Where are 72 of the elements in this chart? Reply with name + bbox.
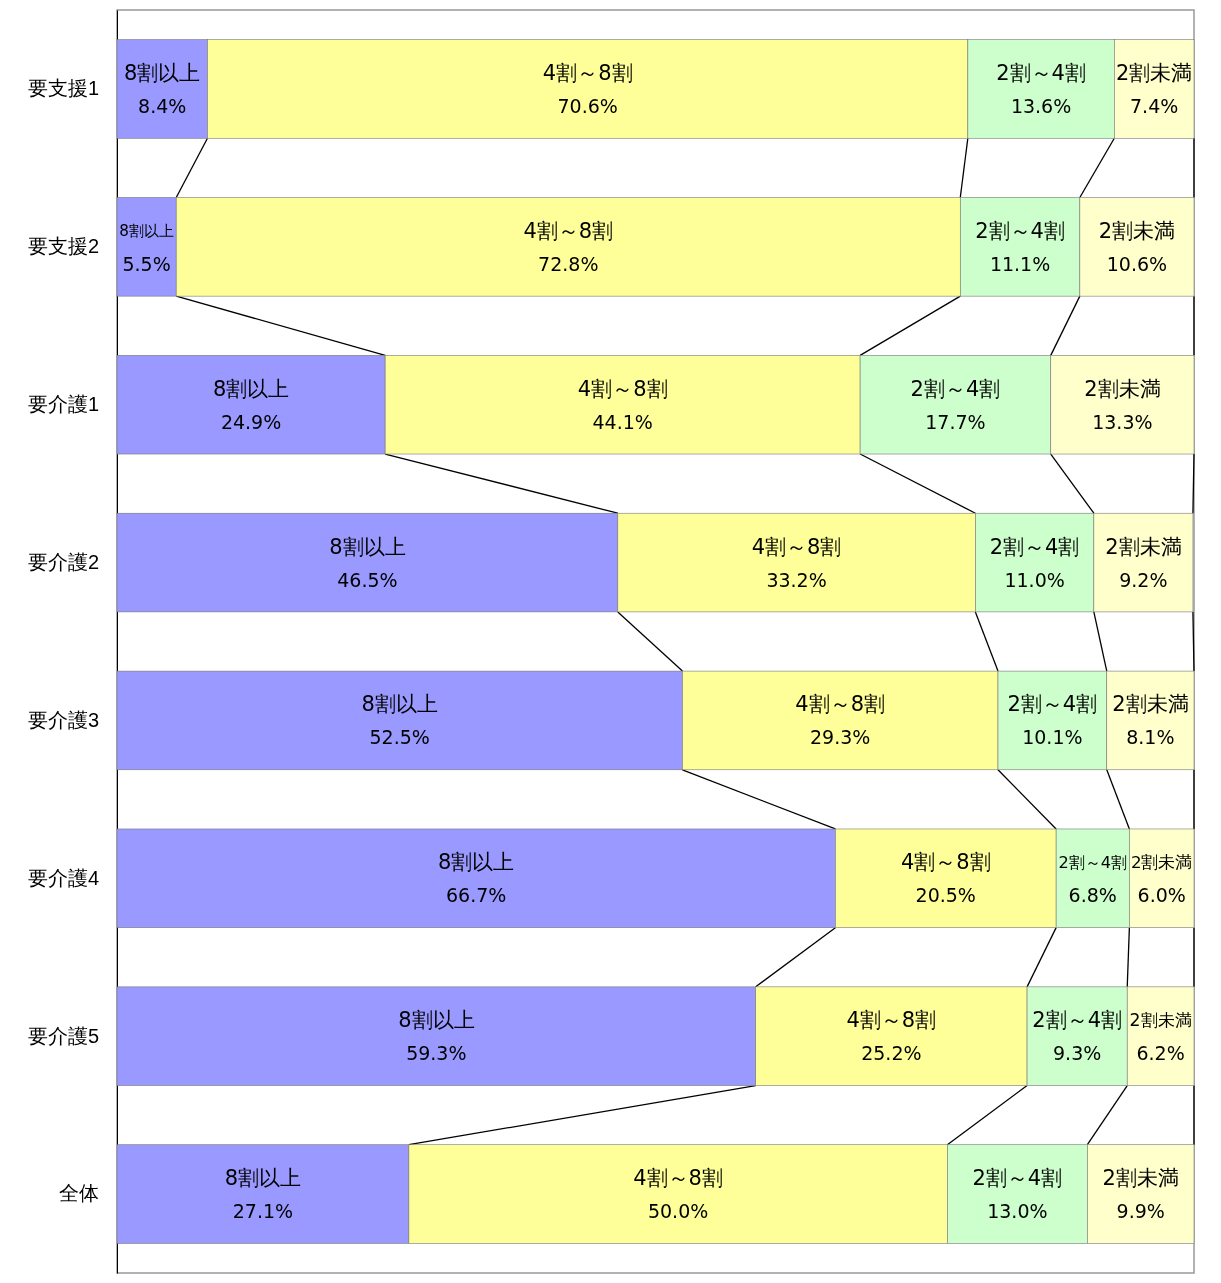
text: 8割以上 (329, 534, 406, 559)
data-label: 11.1% (989, 252, 1051, 275)
text: 4割～8割 (577, 376, 668, 401)
data-label: 8.4% (138, 94, 187, 117)
text: 8割以上 (212, 376, 290, 401)
text: 2割未満 (1105, 534, 1182, 559)
text: 2割未満 (1129, 1010, 1192, 1031)
series-label: 8割以上 (119, 221, 174, 240)
data-label: 20.5% (915, 884, 976, 907)
data-label: 9.3% (1053, 1042, 1102, 1065)
text: 4割～8割 (795, 692, 886, 717)
text: 4割～8割 (523, 218, 614, 243)
data-label: 10.1% (1022, 726, 1083, 749)
text: 2割未満 (1102, 1166, 1179, 1191)
data-label: 9.9% (1116, 1200, 1165, 1223)
data-label: 10.6% (1106, 252, 1168, 275)
text: 2割未満 (1084, 376, 1161, 401)
data-label: 25.2% (861, 1042, 922, 1065)
text: 2割～4割 (989, 534, 1080, 559)
text: 4割～8割 (633, 1166, 723, 1191)
y-tick-label: 要介護5 (27, 1024, 99, 1047)
y-tick-label: 要介護1 (27, 393, 99, 416)
y-tick-label: 要支援2 (27, 235, 99, 258)
series-label: 2割～4割 (1058, 852, 1128, 872)
data-label: 17.7% (925, 410, 986, 433)
data-label: 24.9% (220, 410, 282, 433)
y-tick-label: 要介護3 (27, 708, 99, 731)
data-label: 5.5% (122, 252, 171, 275)
text: 8割以上 (437, 850, 515, 875)
series-label: 4割～8割 (751, 534, 842, 559)
text: 2割未満 (1116, 60, 1193, 85)
data-label: 6.2% (1136, 1042, 1185, 1065)
data-label: 50.0% (647, 1200, 709, 1223)
data-label: 27.1% (232, 1200, 294, 1223)
y-tick-label: 全体 (59, 1182, 99, 1205)
data-label: 6.0% (1137, 884, 1186, 907)
data-label: 7.4% (1130, 94, 1179, 117)
text: 2割～4割 (972, 1166, 1063, 1191)
text: 4割～8割 (846, 1008, 937, 1033)
data-label: 46.5% (337, 568, 398, 591)
data-label: 29.3% (810, 726, 871, 749)
text: 2割未満 (1112, 692, 1189, 717)
data-label: 44.1% (592, 410, 653, 433)
data-label: 72.8% (538, 252, 599, 275)
data-label: 70.6% (557, 94, 618, 117)
y-tick-label: 要介護4 (27, 866, 99, 889)
data-label: 59.3% (406, 1042, 467, 1065)
data-label: 8.1% (1126, 726, 1175, 749)
text: 8割以上 (224, 1166, 302, 1191)
data-label: 11.0% (1004, 568, 1065, 591)
y-tick-label: 要介護2 (27, 550, 99, 573)
text: 4割～8割 (542, 60, 633, 85)
text: 2割～4割 (975, 218, 1065, 243)
data-label: 33.2% (766, 568, 827, 591)
text: 8割以上 (361, 692, 438, 717)
y-tick-label: 要支援1 (27, 77, 99, 100)
data-label: 6.8% (1068, 884, 1117, 907)
text: 2割～4割 (910, 376, 1001, 401)
data-label: 13.3% (1092, 410, 1153, 433)
text: 2割～4割 (1032, 1008, 1123, 1033)
text: 8割以上 (398, 1008, 475, 1033)
series-label: 2割未満 (1130, 852, 1193, 872)
text: 2割～4割 (996, 60, 1086, 85)
text: 2割未満 (1098, 218, 1176, 243)
text: 8割以上 (124, 60, 201, 85)
text: 4割～8割 (900, 850, 991, 875)
data-label: 52.5% (369, 726, 430, 749)
data-label: 13.0% (987, 1200, 1048, 1223)
data-label: 66.7% (446, 884, 507, 907)
data-label: 13.6% (1010, 94, 1072, 117)
text: 2割～4割 (1007, 692, 1098, 717)
data-label: 9.2% (1119, 568, 1168, 591)
